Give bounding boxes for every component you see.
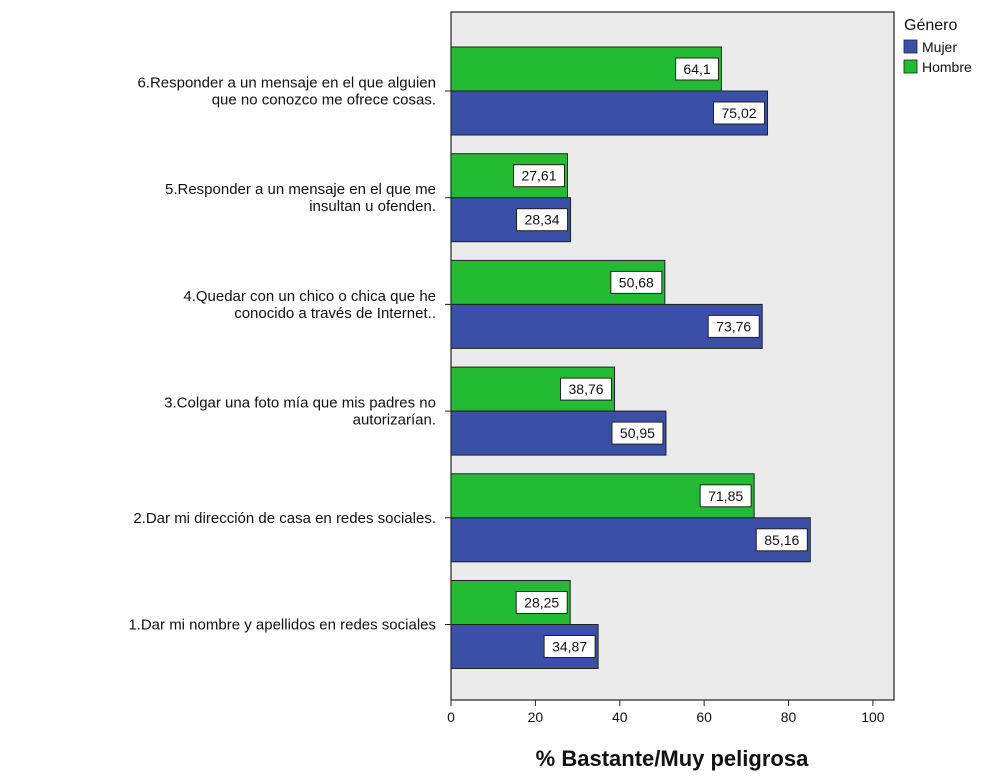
value-label-mujer-2: 28,34 bbox=[525, 212, 560, 228]
x-axis-title: % Bastante/Muy peligrosa bbox=[536, 746, 809, 771]
category-labels: 6.Responder a un mensaje en el que algui… bbox=[128, 75, 436, 634]
category-label-6-line-2: que no conozco me ofrece cosas. bbox=[212, 92, 436, 109]
category-label-5-line-1: 5.Responder a un mensaje en el que me bbox=[165, 181, 436, 198]
value-label-mujer-3: 73,76 bbox=[716, 318, 751, 334]
value-label-hombre-4: 38,76 bbox=[569, 381, 604, 397]
value-label-hombre-3: 50,68 bbox=[619, 274, 654, 290]
value-label-box bbox=[560, 377, 613, 401]
legend-label-mujer: Mujer bbox=[922, 39, 957, 55]
legend-label-hombre: Hombre bbox=[922, 59, 972, 75]
value-label-mujer-4: 50,95 bbox=[620, 425, 655, 441]
category-label-6-line-1: 6.Responder a un mensaje en el que algui… bbox=[137, 75, 436, 92]
value-label-box bbox=[543, 635, 596, 658]
x-tick-label-80: 80 bbox=[781, 709, 797, 725]
value-label-mujer-1: 75,02 bbox=[721, 105, 756, 121]
category-label-4-line-1: 4.Quedar con un chico o chica que he bbox=[183, 288, 436, 305]
x-tick-label-60: 60 bbox=[696, 709, 712, 725]
category-label-4-line-2: conocido a través de Internet.. bbox=[234, 305, 436, 322]
legend-title: Género bbox=[904, 17, 957, 34]
value-label-box bbox=[699, 484, 752, 508]
value-label-box bbox=[611, 421, 664, 445]
bars-layer: 64,1 75,02 27,61 28,34 50,68 73,76 38,76 50,95 7… bbox=[450, 46, 811, 669]
category-label-5-line-2: insultan u ofenden. bbox=[309, 198, 436, 215]
x-tick-label-100: 100 bbox=[861, 709, 885, 725]
value-label-box bbox=[755, 528, 808, 552]
category-label-3-line-1: 3.Colgar una foto mía que mis padres no bbox=[164, 395, 436, 412]
x-tick-label-20: 20 bbox=[528, 709, 544, 725]
value-label-box bbox=[515, 591, 568, 614]
value-label-box bbox=[610, 270, 663, 294]
x-tick-label-0: 0 bbox=[447, 709, 455, 725]
value-label-mujer-6: 34,87 bbox=[552, 639, 587, 655]
value-label-box bbox=[707, 314, 760, 338]
legend-swatch-mujer bbox=[903, 39, 918, 54]
value-label-box bbox=[713, 101, 766, 125]
x-axis: 0 20 40 60 80 100 bbox=[445, 90, 885, 725]
legend: Género Mujer Hombre bbox=[903, 17, 972, 75]
value-label-hombre-6: 28,25 bbox=[524, 595, 559, 611]
value-label-mujer-5: 85,16 bbox=[764, 532, 799, 548]
value-label-hombre-1: 64,1 bbox=[683, 61, 710, 77]
category-label-3-line-2: autorizarían. bbox=[353, 412, 436, 429]
value-label-hombre-5: 71,85 bbox=[708, 488, 743, 504]
value-label-box bbox=[675, 57, 719, 81]
legend-swatch-hombre bbox=[903, 59, 918, 74]
value-label-hombre-2: 27,61 bbox=[521, 168, 556, 184]
x-tick-label-40: 40 bbox=[612, 709, 628, 725]
value-label-box bbox=[516, 208, 569, 232]
value-label-box bbox=[512, 164, 565, 188]
category-label-2-line-1: 2.Dar mi dirección de casa en redes soci… bbox=[133, 510, 436, 527]
category-label-1-line-1: 1.Dar mi nombre y apellidos en redes soc… bbox=[128, 617, 436, 634]
bar-mujer-5 bbox=[450, 517, 811, 563]
